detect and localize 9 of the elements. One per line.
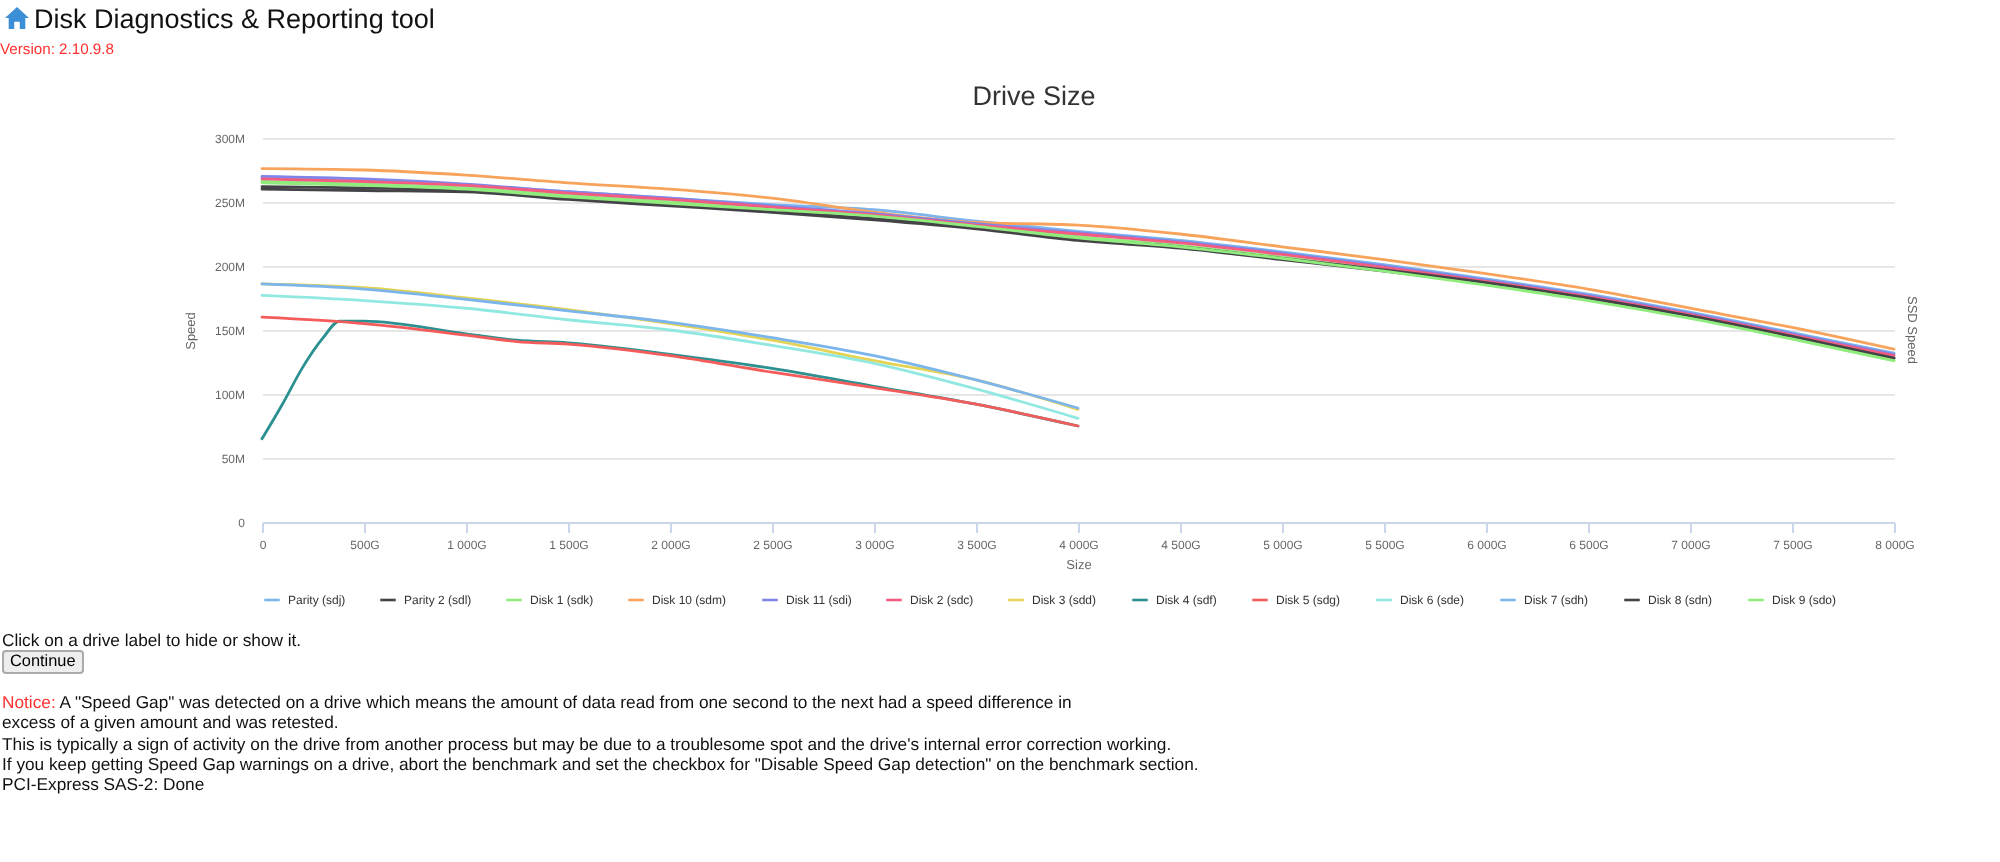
text: PCI-Express SAS-2: Done — [2, 774, 205, 795]
text: If you keep getting Speed Gap warnings on a drive, abort the benchmark and set the checkbox for "Disable Speed Gap detection" on the benchmark section. — [2, 753, 1199, 774]
text: Disk Diagnostics & Reporting tool — [34, 4, 435, 34]
chart-title: Drive Size — [972, 81, 1096, 111]
text: Click on a drive label to hide or show it. — [2, 630, 302, 651]
text: A "Speed Gap" was detected on a drive which means the amount of data read from one second to the next had a speed difference in — [59, 692, 1072, 712]
text: Notice: — [2, 692, 56, 712]
text: excess of a given amount and was retested. — [2, 712, 339, 733]
text: This is typically a sign of activity on the drive from another process but may be due to a troublesome spot and the drive's internal error correction working. — [2, 733, 1172, 754]
